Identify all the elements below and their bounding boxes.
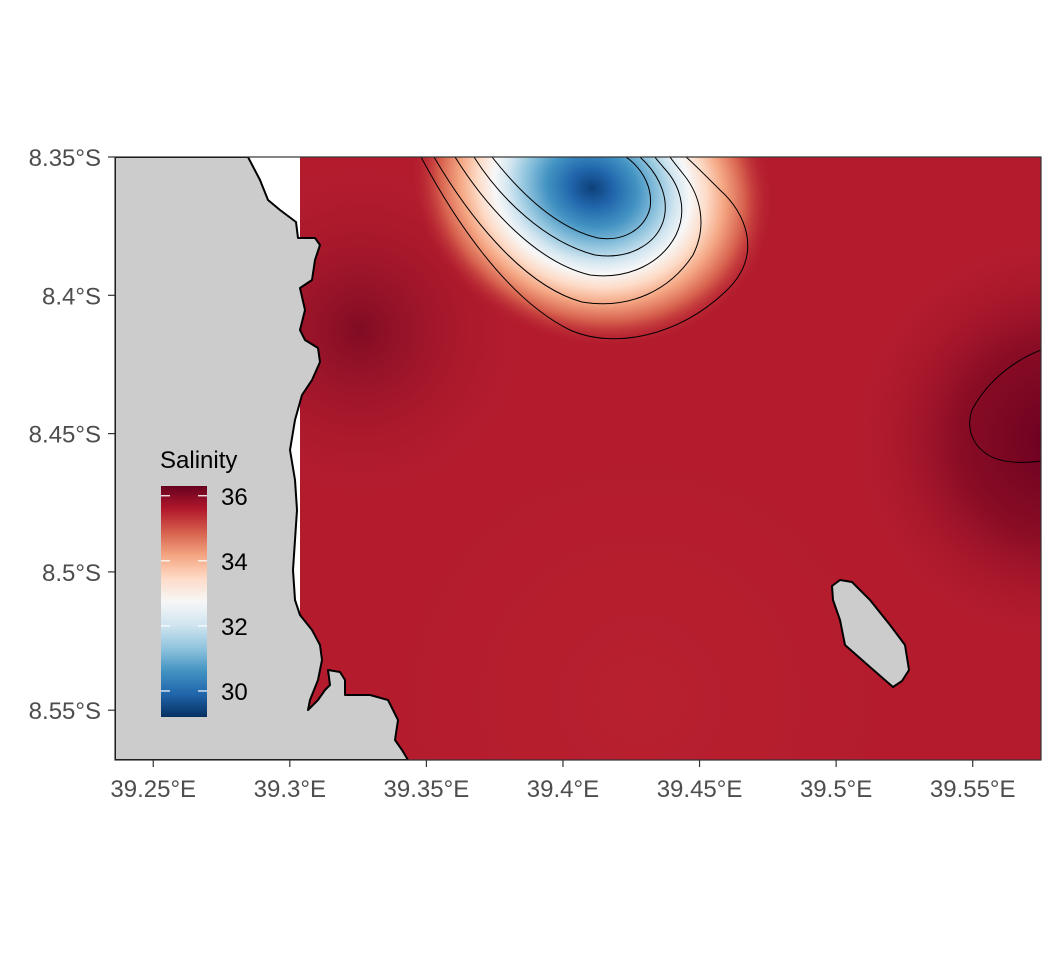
x-tick-label: 39.35°E [384, 776, 470, 803]
field-low-salinity [300, 157, 1041, 760]
x-tick-label: 39.25°E [110, 776, 196, 803]
contour-line [969, 349, 1041, 463]
legend: Salinity 30 32 34 36 [160, 447, 248, 717]
contour-line [433, 157, 702, 305]
salinity-contours [420, 157, 1041, 463]
y-tick-label: 8.55°S [29, 698, 101, 725]
legend-title: Salinity [160, 447, 237, 474]
y-tick-label: 8.45°S [29, 422, 101, 449]
salinity-field [300, 157, 1041, 760]
y-tick-label: 8.5°S [42, 560, 101, 587]
x-tick-label: 39.3°E [254, 776, 326, 803]
legend-tick-label: 36 [221, 484, 248, 511]
offshore-island [831, 579, 910, 688]
contour-line [491, 157, 652, 240]
contour-line [454, 157, 683, 277]
x-tick-label: 39.4°E [527, 776, 599, 803]
map-panel: Salinity 30 32 34 36 [115, 157, 1041, 760]
legend-colorbar [161, 486, 207, 717]
y-axis: 8.35°S 8.4°S 8.45°S 8.5°S 8.55°S [29, 145, 115, 725]
x-axis: 39.25°E 39.3°E 39.35°E 39.4°E 39.45°E 39.5°E 3… [110, 760, 1016, 803]
legend-tick-label: 32 [221, 614, 248, 641]
legend-tick-label: 30 [221, 679, 248, 706]
x-tick-label: 39.55°E [930, 776, 1016, 803]
x-tick-label: 39.45°E [657, 776, 743, 803]
legend-ticks: 30 32 34 36 [161, 484, 248, 706]
panel-border [114, 156, 1042, 761]
contour-line [420, 157, 749, 340]
legend-tick-label: 34 [221, 549, 248, 576]
contour-line [473, 157, 666, 257]
y-tick-label: 8.4°S [42, 283, 101, 310]
x-tick-label: 39.5°E [800, 776, 872, 803]
y-tick-label: 8.35°S [29, 145, 101, 172]
